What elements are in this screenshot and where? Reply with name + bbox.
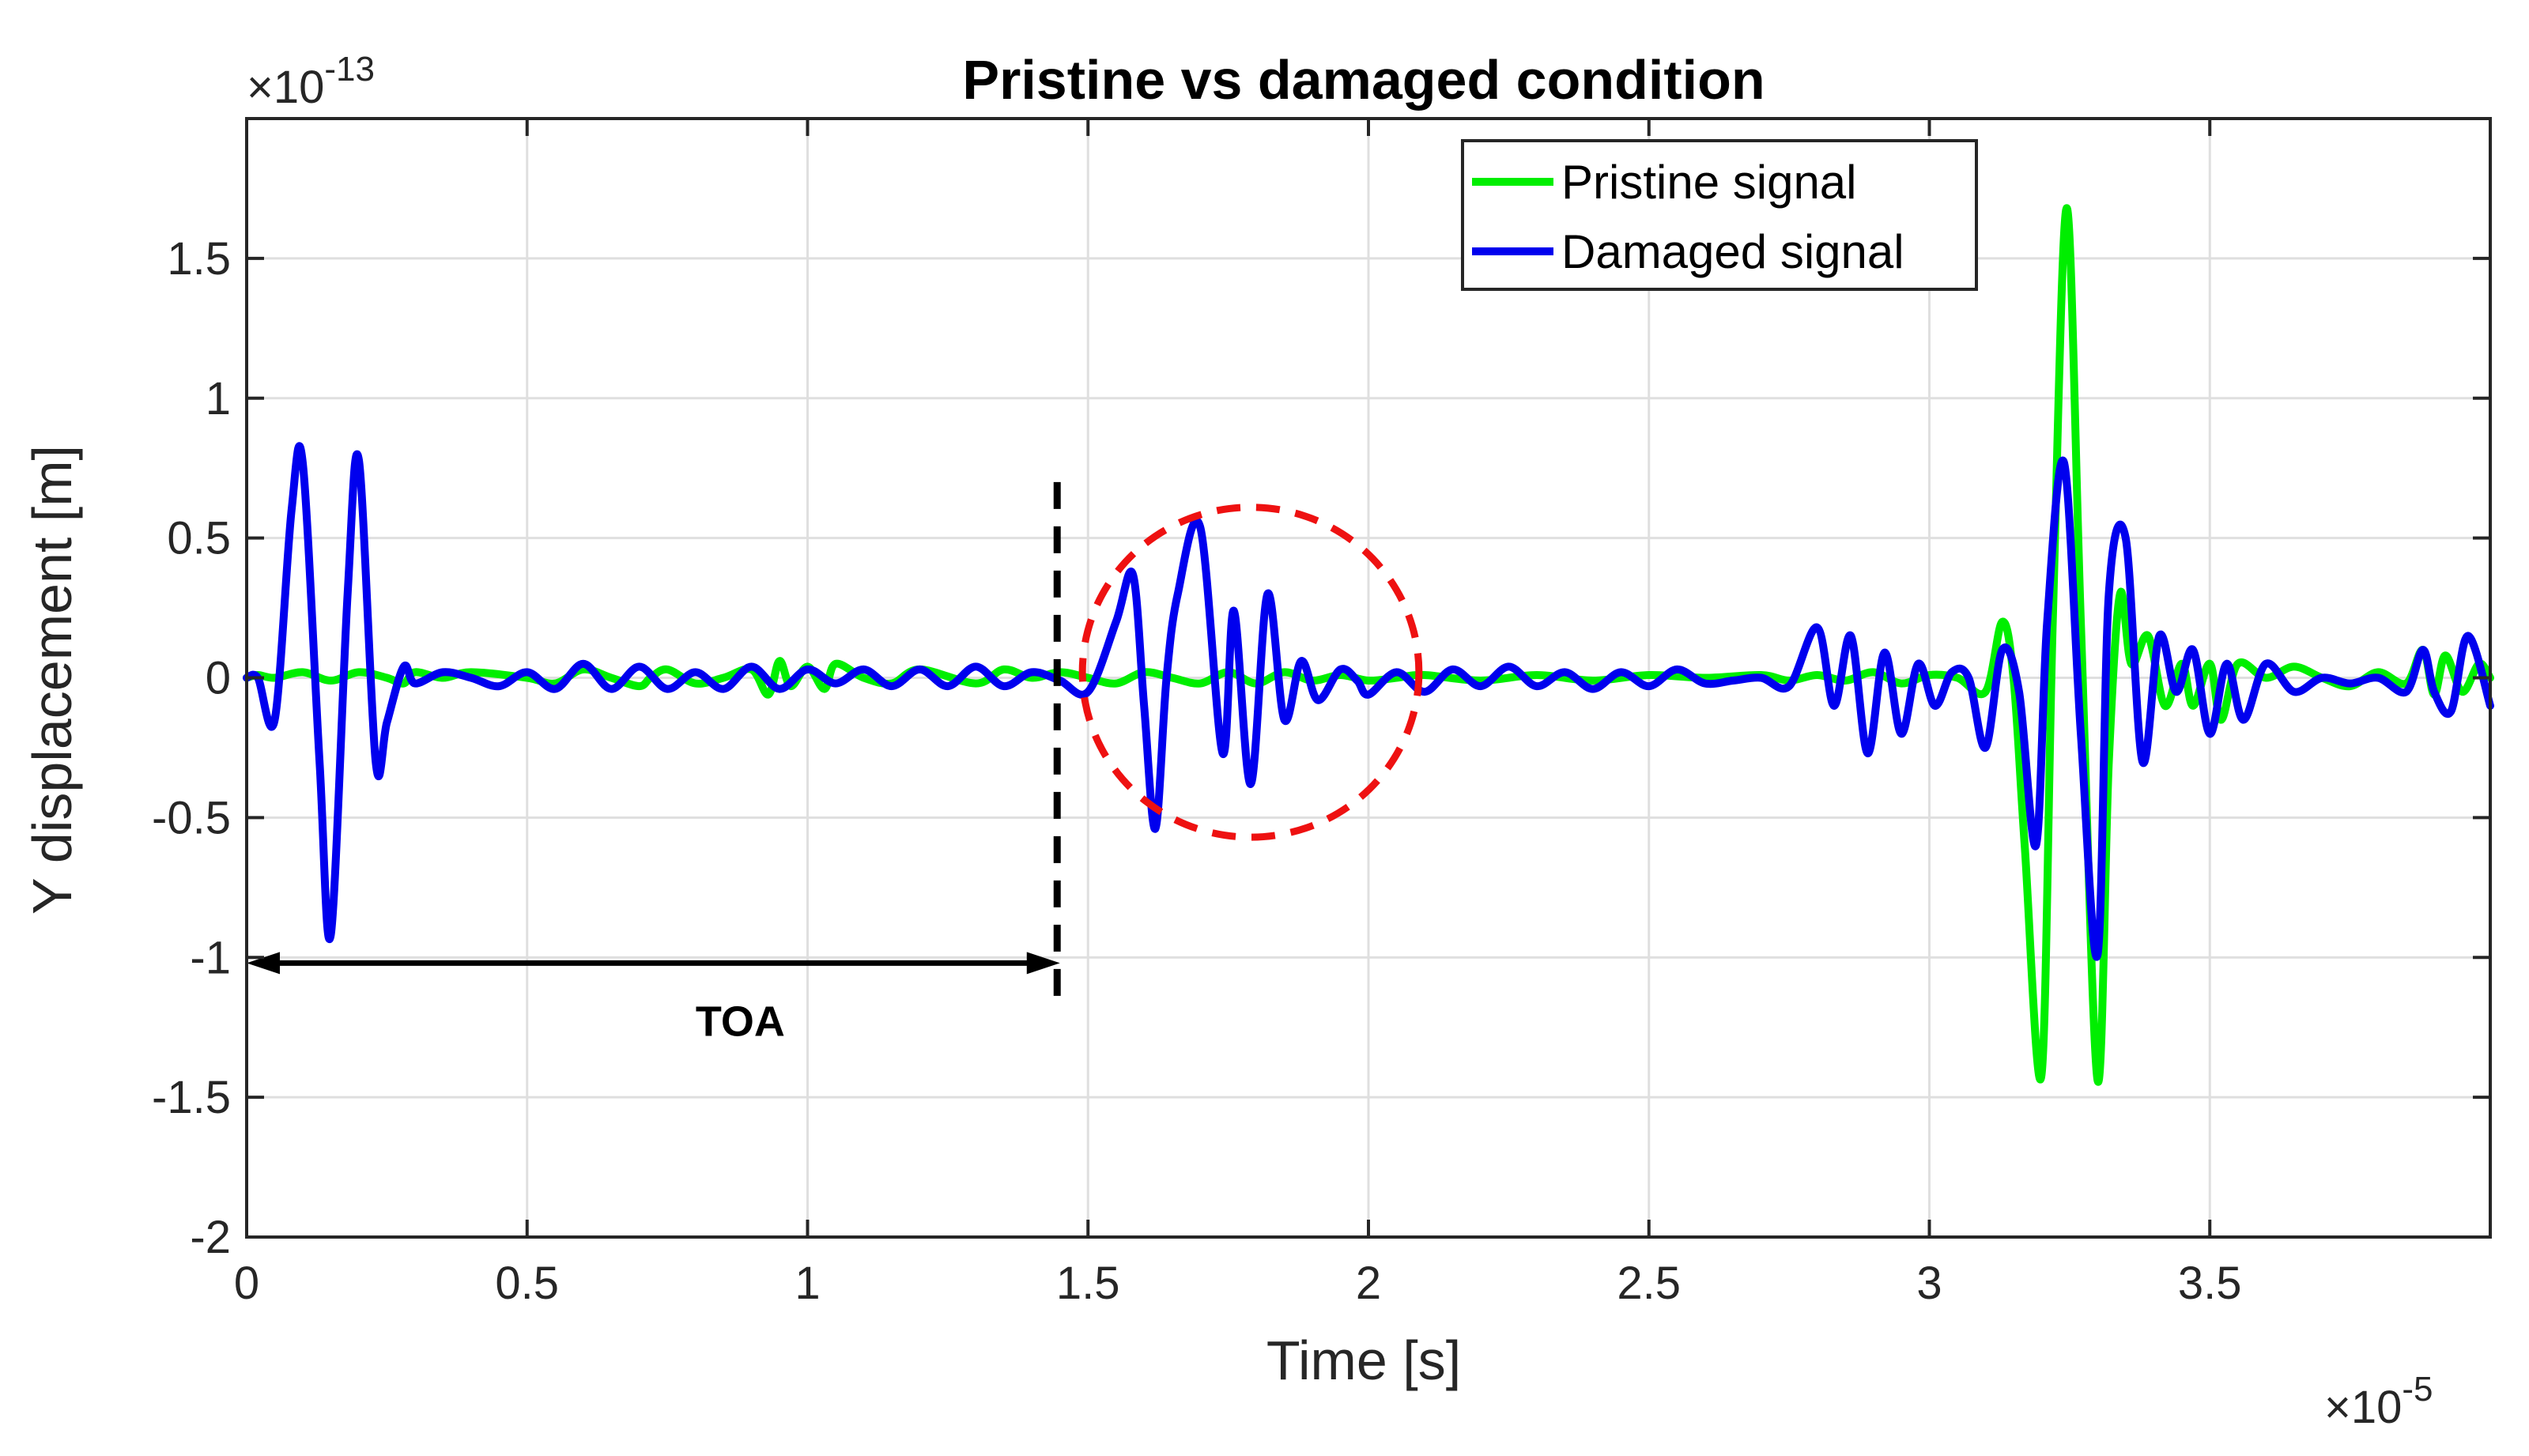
y-tick-label: -1 xyxy=(190,932,231,983)
y-tick-label: 0 xyxy=(206,653,231,704)
series-layer xyxy=(243,204,2494,1086)
tick-layer: 0 0.5 1 1.5 2 2.5 3 3.5 -2 -1.5 -1 -0.5 0 0.5 1 1.5 xyxy=(152,119,2490,1309)
x-tick-label: 3 xyxy=(1916,1258,1942,1309)
x-axis-title: Time [s] xyxy=(1266,1330,1461,1391)
damage-highlight-circle xyxy=(1078,504,1423,841)
toa-arrowhead-left xyxy=(247,952,280,975)
y-tick-label: -0.5 xyxy=(152,792,231,843)
legend-label-pristine: Pristine signal xyxy=(1561,156,1857,209)
x-exponent-label: ×10-5 xyxy=(2324,1370,2433,1433)
x-tick-label: 1 xyxy=(795,1258,820,1309)
x-tick-label: 2.5 xyxy=(1617,1258,1681,1309)
chart-title: Pristine vs damaged condition xyxy=(962,49,1765,111)
y-tick-label: -1.5 xyxy=(152,1072,231,1123)
y-axis-title: Y displacement [m] xyxy=(21,445,83,915)
x-tick-label: 0.5 xyxy=(495,1258,559,1309)
toa-label: TOA xyxy=(696,998,785,1045)
legend-box xyxy=(1461,139,1978,291)
series-damaged-line xyxy=(243,442,2494,961)
y-tick-label: 1 xyxy=(206,373,231,424)
x-tick-label: 2 xyxy=(1356,1258,1381,1309)
toa-arrowhead-right xyxy=(1026,952,1060,975)
annotation-layer xyxy=(247,481,1423,1000)
legend-label-damaged: Damaged signal xyxy=(1561,225,1904,278)
x-tick-label: 1.5 xyxy=(1056,1258,1120,1309)
y-tick-label: 1.5 xyxy=(167,233,231,285)
y-tick-label: -2 xyxy=(190,1212,231,1263)
y-tick-label: 0.5 xyxy=(167,513,231,564)
y-exponent-label: ×10-13 xyxy=(247,50,375,113)
x-tick-label: 0 xyxy=(234,1258,259,1309)
x-tick-label: 3.5 xyxy=(2178,1258,2242,1309)
legend: Pristine signal Damaged signal xyxy=(1461,139,1978,291)
